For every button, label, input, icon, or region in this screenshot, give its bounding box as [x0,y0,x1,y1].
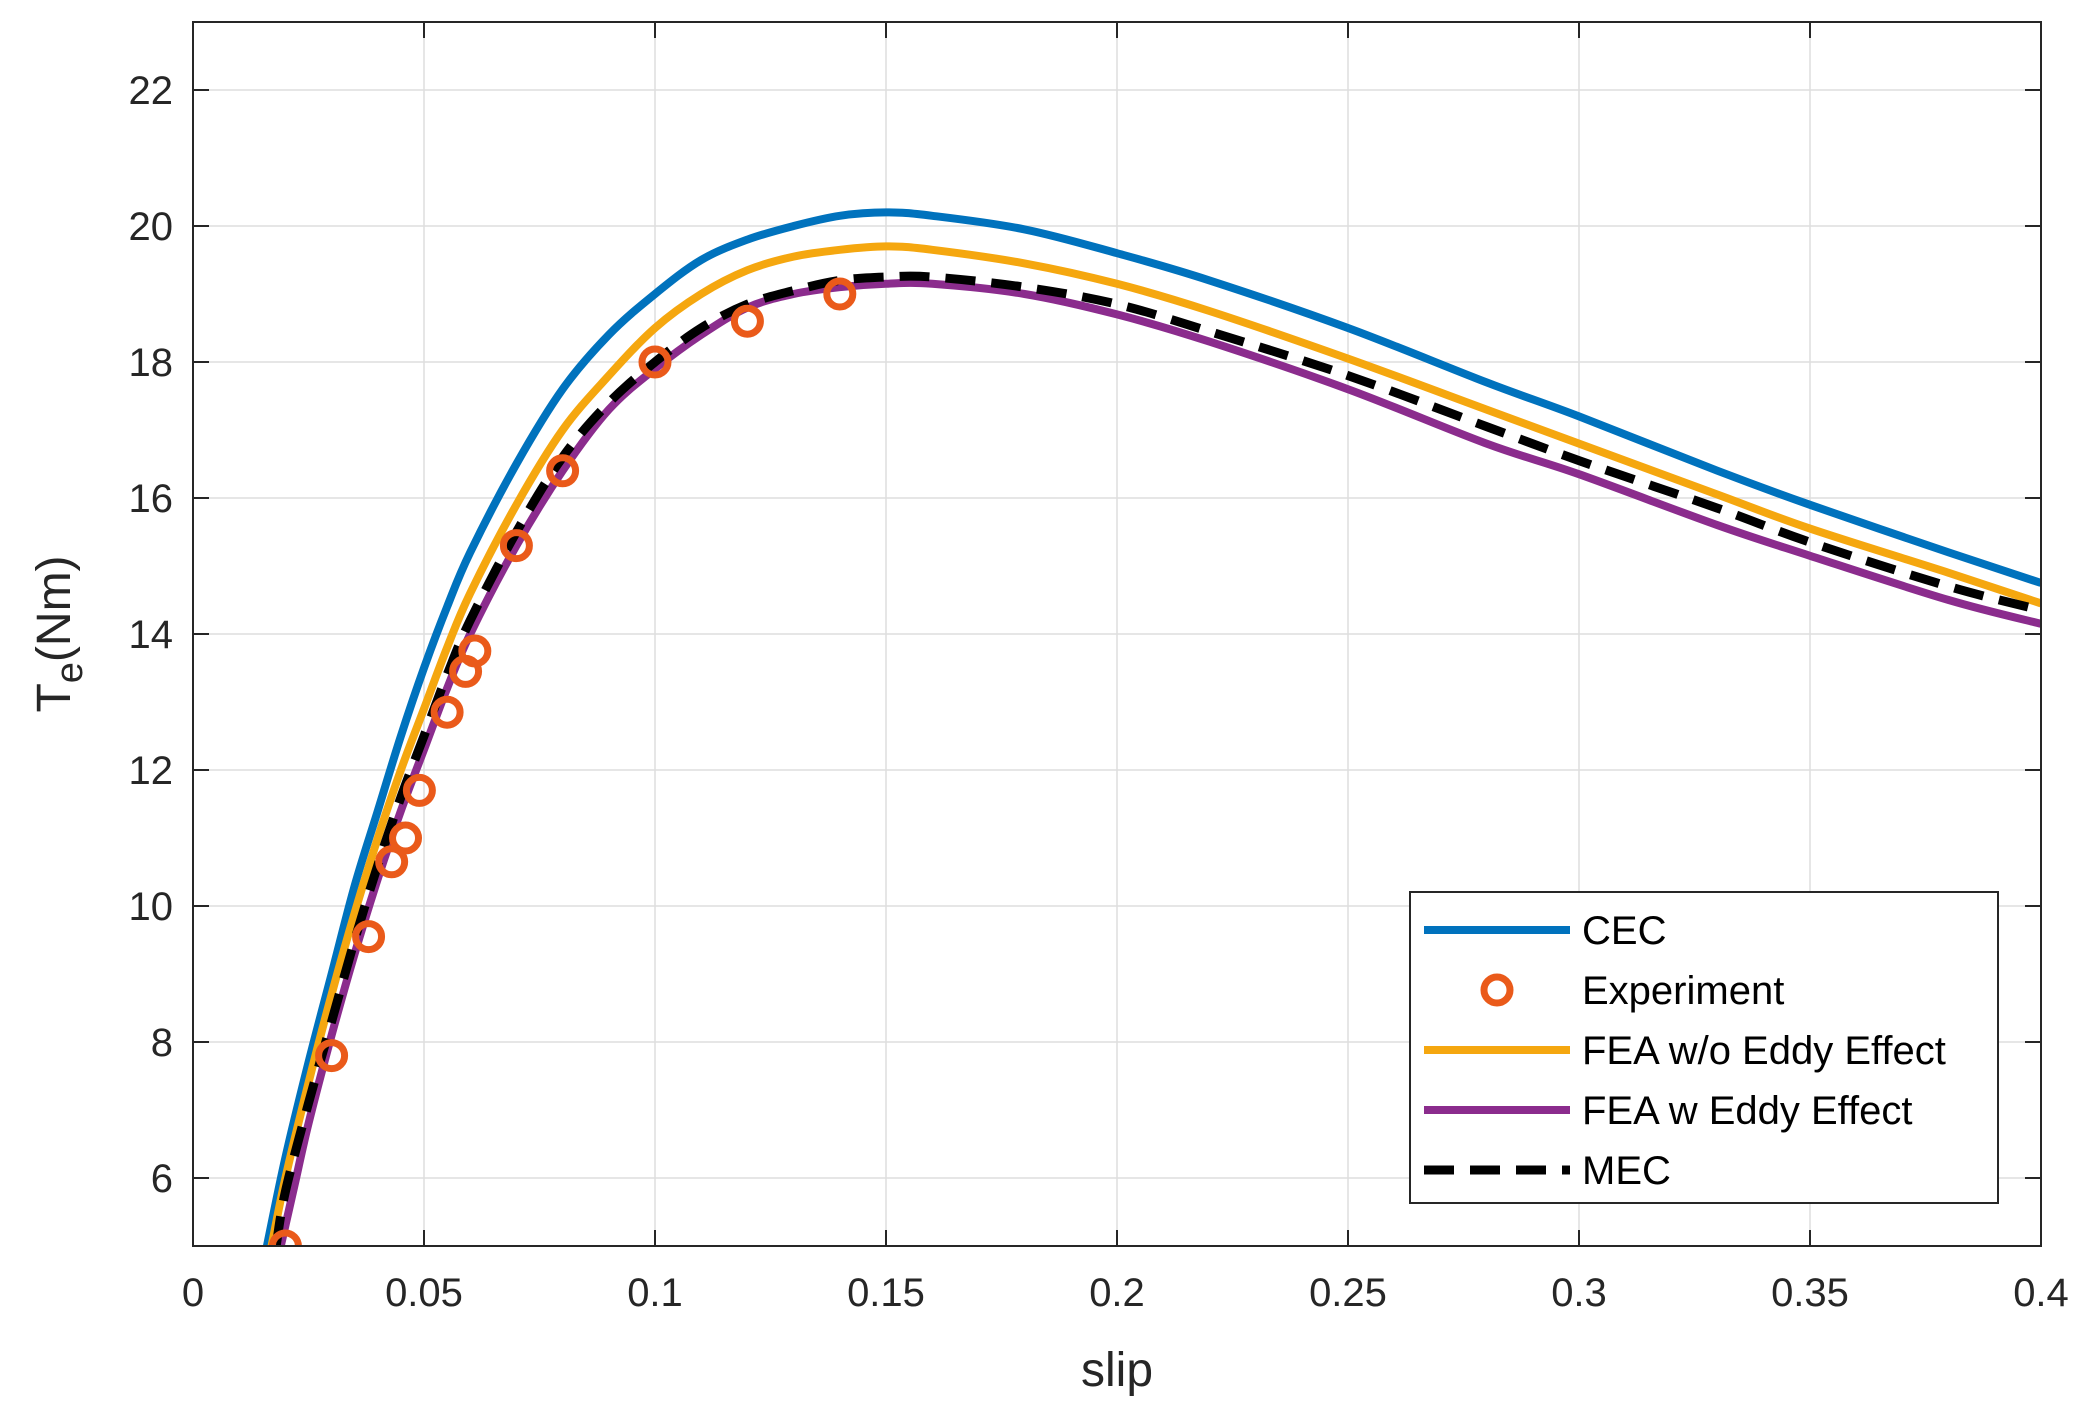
experiment-marker [730,304,764,338]
experiment-marker [823,277,857,311]
legend-marker-experiment [1480,973,1514,1007]
experiment-marker [638,345,672,379]
x-axis-label: slip [1081,1344,1153,1397]
experiment-marker [389,821,423,855]
experiment-marker [352,920,386,954]
experiment-marker [315,1039,349,1073]
series-line-fea-w-o-eddy-effect [267,242,2041,1246]
plot-series [263,208,2041,1246]
x-tick-label: 0.25 [1309,1271,1387,1315]
legend-label-mec: MEC [1582,1149,1671,1193]
x-tick-label: 0.2 [1089,1271,1145,1315]
x-tick-label: 0 [182,1271,204,1315]
y-tick-label: 20 [129,205,174,249]
y-tick-label: 8 [151,1021,173,1065]
experiment-marker [458,634,492,668]
y-tick-label: 10 [129,885,174,929]
y-tick-label: 12 [129,749,174,793]
legend-label-fea-w-o-eddy-effect: FEA w/o Eddy Effect [1582,1029,1946,1073]
legend: CEC Experiment FEA w/o Eddy Effect FEA w Ed… [1409,891,1999,1204]
y-tick-label: 16 [129,477,174,521]
experiment-marker [430,695,464,729]
legend-label-experiment: Experiment [1582,969,1784,1013]
y-axis-label-main: T [28,683,81,712]
x-tick-label: 0.4 [2013,1271,2069,1315]
experiment-marker [268,1229,302,1246]
experiment-marker [546,454,580,488]
experiment-marker [402,773,436,807]
x-tick-label: 0.1 [627,1271,683,1315]
x-tick-label: 0.35 [1771,1271,1849,1315]
experiment-marker [499,529,533,563]
legend-label-cec: CEC [1582,909,1666,953]
axis-labels: slip Te(Nm) [28,555,1153,1397]
x-tick-label: 0.05 [385,1271,463,1315]
legend-label-fea-w-eddy-effect: FEA w Eddy Effect [1582,1089,1913,1133]
y-tick-label: 6 [151,1157,173,1201]
series-line-cec [263,208,2041,1246]
x-tick-label: 0.15 [847,1271,925,1315]
y-tick-label: 18 [129,341,174,385]
y-tick-label: 14 [129,613,174,657]
y-tick-label: 22 [129,69,174,113]
y-axis-label-rest: (Nm) [28,555,81,662]
y-axis-label: Te(Nm) [28,555,91,712]
x-tick-label: 0.3 [1551,1271,1607,1315]
y-axis-label-sub: e [49,662,91,683]
ticks: 0 0.05 0.1 0.15 0.2 0.25 0.3 0.35 0.4 6 8 10 12 14 16 1… [129,22,2069,1315]
experiment-marker [375,845,409,879]
